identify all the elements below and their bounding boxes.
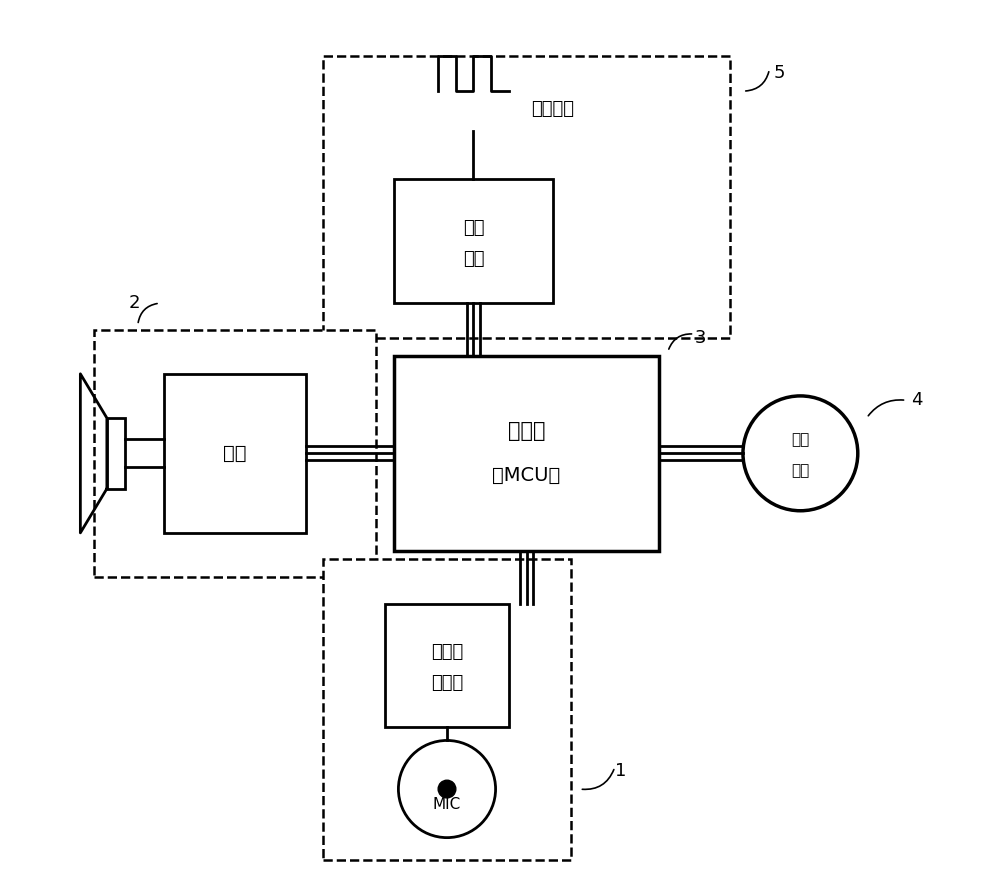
- Bar: [164, 373, 306, 533]
- Bar: [385, 604, 509, 727]
- Text: 别模块: 别模块: [431, 674, 463, 692]
- Text: 处理器: 处理器: [508, 421, 545, 441]
- Text: 蓝牙天线: 蓝牙天线: [532, 100, 575, 117]
- Text: MIC: MIC: [433, 797, 461, 813]
- Text: 按键: 按键: [791, 463, 809, 478]
- Bar: [94, 330, 376, 577]
- Text: 5: 5: [774, 65, 785, 83]
- Bar: [323, 56, 730, 339]
- Text: （MCU）: （MCU）: [492, 466, 561, 485]
- Text: 蓝牙: 蓝牙: [463, 219, 484, 237]
- Circle shape: [743, 396, 858, 511]
- Text: 芯片: 芯片: [463, 250, 484, 268]
- Bar: [107, 418, 125, 489]
- Text: 3: 3: [694, 330, 706, 348]
- Text: 功放: 功放: [223, 444, 247, 463]
- Bar: [323, 559, 571, 860]
- Circle shape: [398, 741, 496, 837]
- Text: 控制: 控制: [791, 433, 809, 447]
- Bar: [394, 180, 553, 303]
- Text: 1: 1: [615, 763, 626, 781]
- Text: 2: 2: [129, 294, 140, 312]
- Text: 语音识: 语音识: [431, 643, 463, 661]
- Text: 4: 4: [911, 391, 922, 409]
- Circle shape: [438, 781, 456, 798]
- Bar: [394, 356, 659, 550]
